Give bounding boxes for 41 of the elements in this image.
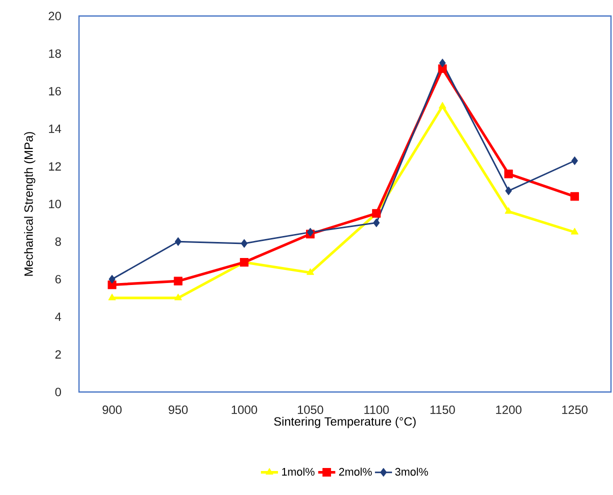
point <box>438 102 446 109</box>
x-tick-label: 1250 <box>562 406 588 414</box>
legend-label: 1mol% <box>282 468 314 476</box>
y-tick-label: 2 <box>55 350 61 359</box>
point <box>240 239 248 248</box>
y-tick-label: 14 <box>49 124 62 133</box>
point <box>570 228 578 234</box>
point <box>571 156 578 166</box>
x-tick-label: 900 <box>102 406 122 414</box>
point <box>373 218 380 228</box>
x-tick-label: 1000 <box>232 406 258 414</box>
y-tick-label: 12 <box>49 162 61 171</box>
x-axis-title: Sintering Temperature (°C) <box>274 416 416 428</box>
point <box>174 294 182 300</box>
y-tick-label: 6 <box>55 274 61 284</box>
x-tick-label: 1100 <box>364 406 389 414</box>
y-tick-label: 18 <box>49 49 61 58</box>
x-tick-label: 1200 <box>496 406 522 414</box>
legend-label: 2mol% <box>339 468 372 476</box>
point <box>504 207 512 214</box>
point <box>108 280 116 290</box>
point <box>174 237 182 246</box>
point <box>108 294 116 300</box>
y-tick-label: 4 <box>55 312 62 321</box>
legend-label: 3mol% <box>395 468 428 476</box>
x-tick-label: 1050 <box>298 406 324 414</box>
y-tick-label: 20 <box>48 12 62 20</box>
y-tick-label: 8 <box>55 237 61 246</box>
y-tick-label: 0 <box>55 388 62 396</box>
y-axis-title: Mechanical Strength (MPa) <box>24 132 36 276</box>
point <box>306 268 314 275</box>
point <box>174 276 182 286</box>
point <box>505 186 512 196</box>
point <box>504 170 513 178</box>
x-tick-label: 950 <box>168 406 188 414</box>
point <box>570 192 579 201</box>
x-tick-label: 1150 <box>430 406 455 414</box>
point <box>439 58 446 68</box>
point <box>108 274 116 284</box>
y-tick-label: 10 <box>49 200 62 208</box>
y-tick-label: 16 <box>49 86 61 96</box>
